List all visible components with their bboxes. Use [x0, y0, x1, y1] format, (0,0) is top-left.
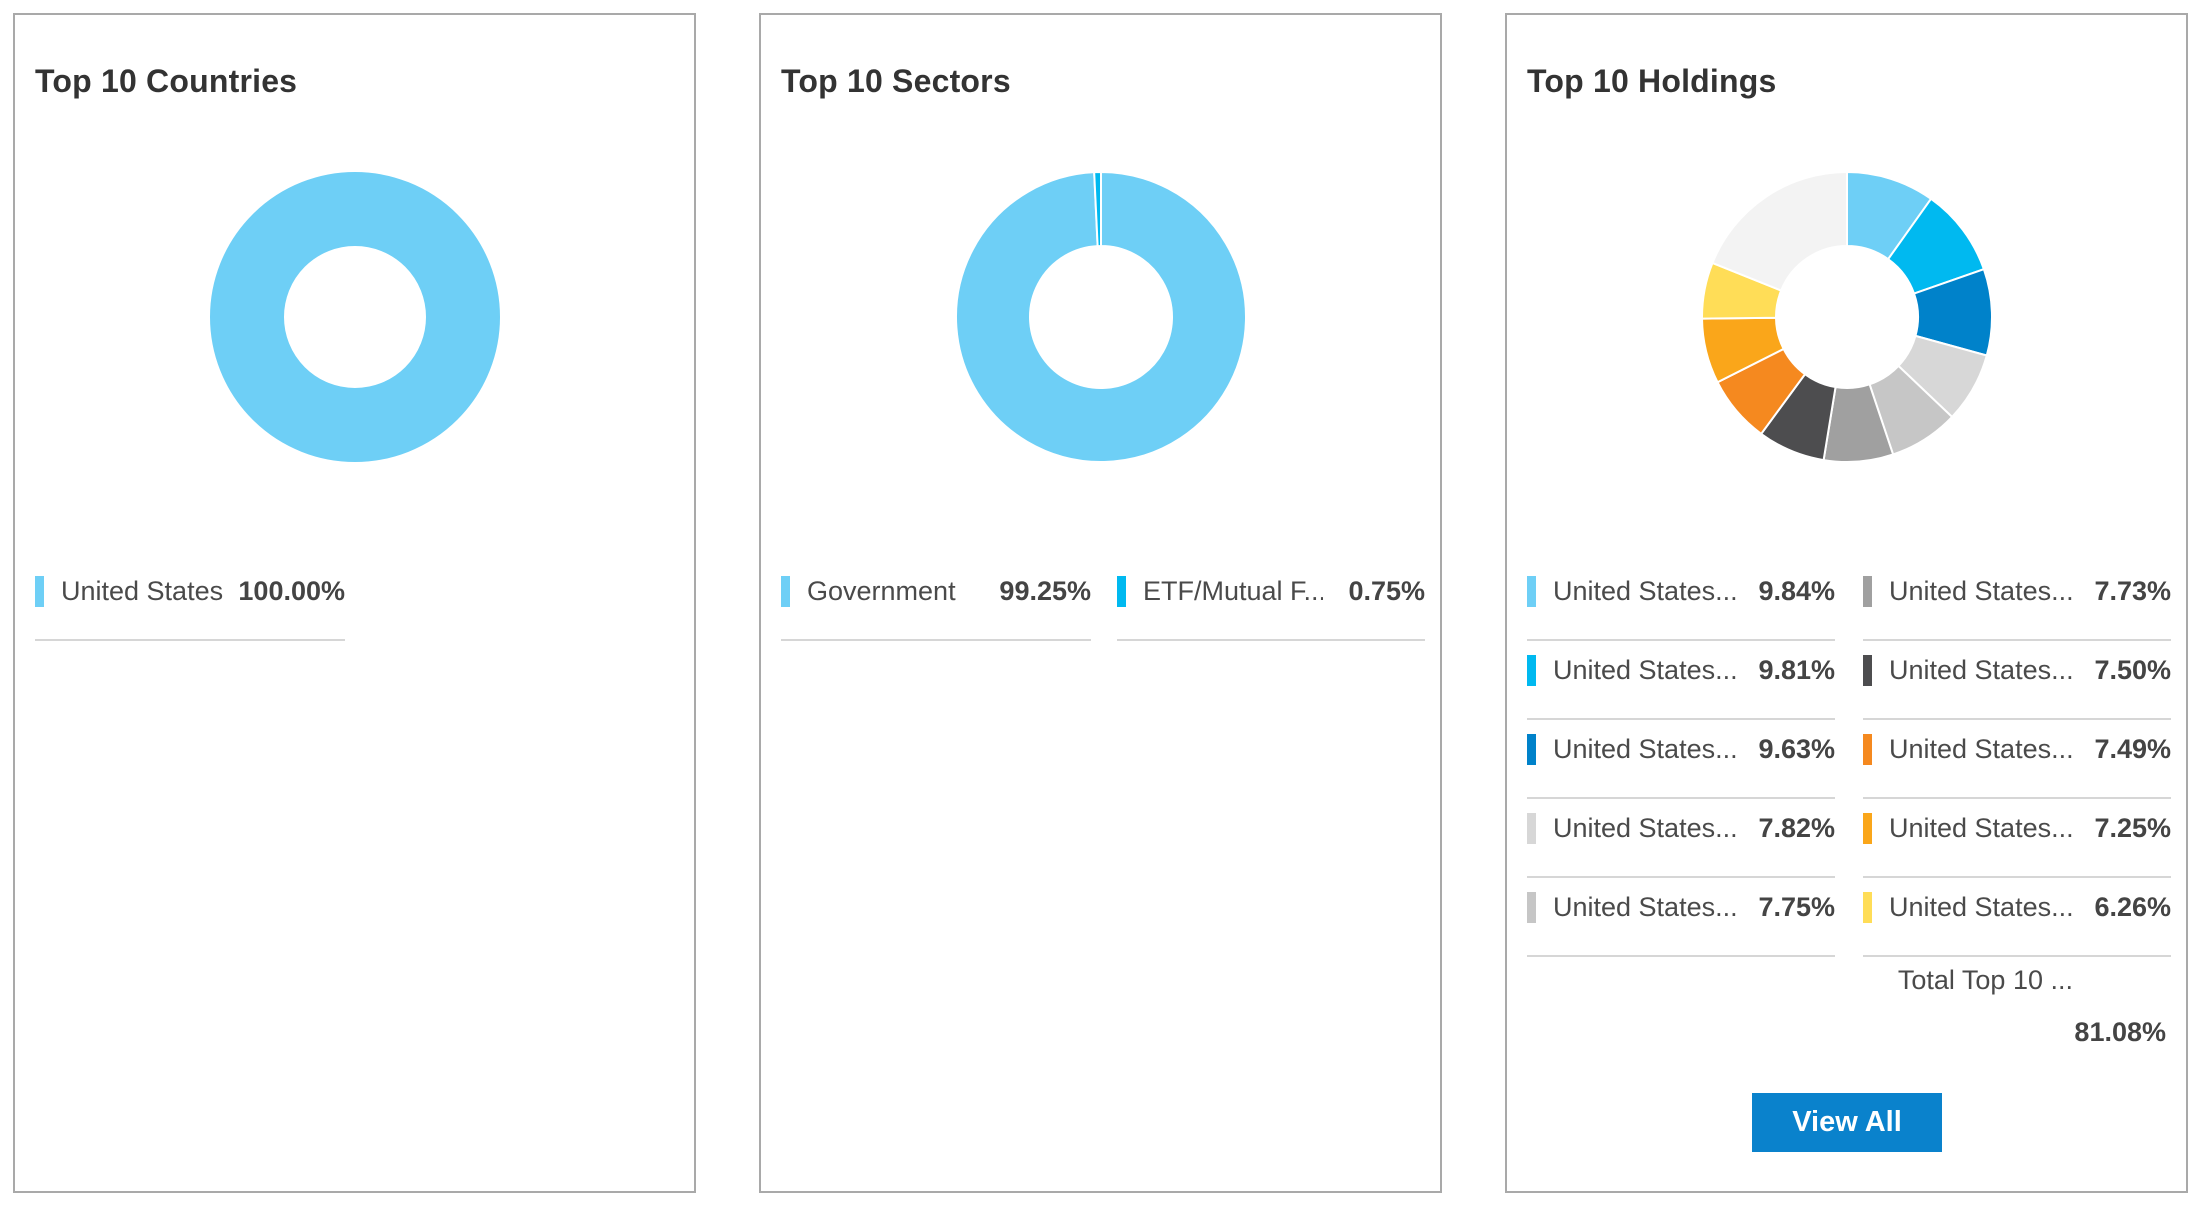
legend-value: 7.82% [1758, 813, 1835, 843]
legend-swatch [1117, 576, 1126, 607]
legend-value: 9.84% [1758, 576, 1835, 606]
legend-value: 6.26% [2094, 892, 2171, 922]
legend-value: 7.25% [2094, 813, 2171, 843]
legend-value: 100.00% [238, 576, 345, 606]
countries-donut-chart [210, 172, 500, 462]
holdings-donut-chart [1702, 172, 1992, 462]
sectors-title: Top 10 Sectors [781, 63, 1011, 99]
holdings-title: Top 10 Holdings [1527, 63, 1777, 99]
legend-swatch [1527, 892, 1536, 923]
donut-svg [1702, 172, 1992, 462]
legend-label: United States... [1889, 892, 2074, 922]
total-top-10-label: Total Top 10 ... [1897, 965, 2073, 995]
legend-item[interactable]: ETF/Mutual F... 0.75% [1117, 562, 1425, 641]
legend-label: United States [61, 576, 224, 606]
legend-label: United States... [1553, 734, 1738, 764]
top-countries-panel: Top 10 Countries United States 100.00% [13, 13, 696, 1193]
legend-label: Government [807, 576, 956, 606]
legend-swatch [1863, 892, 1872, 923]
legend-label: United States... [1889, 576, 2074, 606]
legend-item[interactable]: United States... 7.73% [1863, 562, 2171, 641]
legend-value: 7.75% [1758, 892, 1835, 922]
top-sectors-panel: Top 10 Sectors Government 99.25% ETF/Mutua… [759, 13, 1442, 1193]
legend-item[interactable]: United States... 9.63% [1527, 720, 1835, 799]
legend-item[interactable]: United States... 6.26% [1863, 878, 2171, 957]
legend-item[interactable]: United States 100.00% [35, 562, 345, 641]
sectors-donut-chart [956, 172, 1246, 462]
legend-swatch [1527, 576, 1536, 607]
legend-value: 9.81% [1758, 655, 1835, 685]
legend-value: 7.50% [2094, 655, 2171, 685]
countries-title: Top 10 Countries [35, 63, 298, 99]
donut-svg [956, 172, 1246, 462]
legend-item[interactable]: United States... 7.49% [1863, 720, 2171, 799]
legend-swatch [35, 576, 44, 607]
donut-slice[interactable] [1711, 172, 1848, 292]
legend-label: ETF/Mutual F... [1143, 576, 1323, 606]
donut-slice[interactable] [210, 172, 500, 462]
legend-swatch [1863, 813, 1872, 844]
legend-label: United States... [1889, 813, 2074, 843]
total-top-10-value: 81.08% [2074, 1017, 2166, 1047]
legend-swatch [1863, 576, 1872, 607]
legend-item[interactable]: United States... 7.25% [1863, 799, 2171, 878]
legend-label: United States... [1553, 576, 1738, 606]
donut-svg [210, 172, 500, 462]
legend-swatch [781, 576, 790, 607]
view-all-button[interactable]: View All [1752, 1093, 1942, 1152]
legend-item[interactable]: United States... 9.84% [1527, 562, 1835, 641]
legend-swatch [1527, 813, 1536, 844]
legend-label: United States... [1553, 813, 1738, 843]
legend-label: United States... [1553, 655, 1738, 685]
legend-swatch [1527, 734, 1536, 765]
legend-item[interactable]: United States... 9.81% [1527, 641, 1835, 720]
legend-label: United States... [1889, 734, 2074, 764]
top-holdings-panel: Top 10 Holdings United States... 9.84% Uni… [1505, 13, 2188, 1193]
legend-value: 7.73% [2094, 576, 2171, 606]
legend-value: 99.25% [999, 576, 1091, 606]
legend-item[interactable]: United States... 7.75% [1527, 878, 1835, 957]
legend-item[interactable]: United States... 7.82% [1527, 799, 1835, 878]
legend-label: United States... [1889, 655, 2074, 685]
legend-label: United States... [1553, 892, 1738, 922]
legend-value: 7.49% [2094, 734, 2171, 764]
legend-item[interactable]: Government 99.25% [781, 562, 1091, 641]
legend-value: 9.63% [1758, 734, 1835, 764]
legend-swatch [1863, 734, 1872, 765]
legend-swatch [1863, 655, 1872, 686]
donut-slice[interactable] [1093, 172, 1102, 248]
legend-value: 0.75% [1348, 576, 1425, 606]
legend-swatch [1527, 655, 1536, 686]
legend-item[interactable]: United States... 7.50% [1863, 641, 2171, 720]
donut-slice[interactable] [956, 172, 1246, 462]
